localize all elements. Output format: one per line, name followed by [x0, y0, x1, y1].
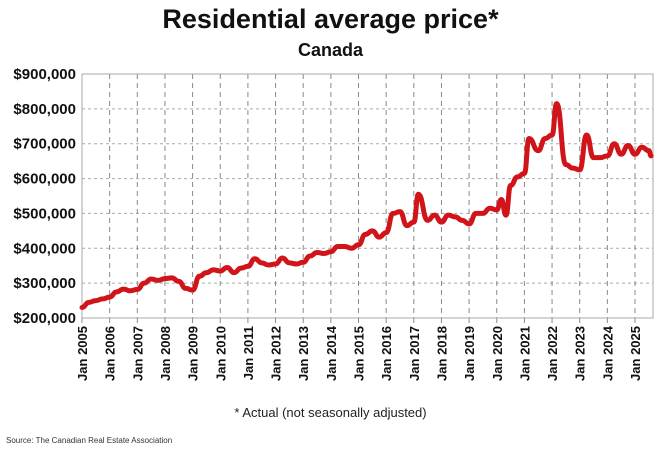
series-line	[79, 101, 654, 311]
x-tick-label: Jan 2011	[241, 326, 256, 380]
y-tick-label: $400,000	[13, 240, 76, 257]
x-tick-label: Jan 2012	[269, 326, 284, 381]
x-tick-label: Jan 2008	[158, 326, 173, 381]
plot-border	[81, 73, 654, 319]
x-tick-label: Jan 2009	[186, 326, 201, 381]
chart-title: Residential average price*	[162, 4, 499, 34]
x-tick-label: Jan 2021	[517, 326, 532, 381]
x-tick-label: Jan 2020	[490, 326, 505, 381]
x-tick-label: Jan 2010	[213, 326, 228, 381]
x-tick-label: Jan 2023	[573, 326, 588, 381]
footnote: * Actual (not seasonally adjusted)	[234, 405, 427, 420]
y-tick-label: $300,000	[13, 275, 76, 292]
source-note: Source: The Canadian Real Estate Associa…	[6, 436, 173, 445]
x-tick-label: Jan 2022	[545, 326, 560, 381]
x-tick-label: Jan 2025	[628, 326, 643, 381]
y-tick-label: $800,000	[13, 101, 76, 118]
x-tick-label: Jan 2019	[462, 326, 477, 381]
y-tick-label: $600,000	[13, 171, 76, 188]
x-tick-label: Jan 2015	[352, 326, 367, 381]
y-tick-label: $900,000	[13, 66, 76, 83]
x-tick-label: Jan 2014	[324, 325, 339, 381]
x-tick-label: Jan 2018	[434, 326, 449, 381]
x-tick-label: Jan 2005	[75, 326, 90, 381]
y-tick-label: $700,000	[13, 136, 76, 153]
x-tick-label: Jan 2016	[379, 326, 394, 381]
chart-subtitle: Canada	[297, 40, 364, 60]
x-tick-label: Jan 2024	[600, 325, 615, 381]
y-tick-label: $200,000	[13, 310, 76, 327]
x-tick-label: Jan 2006	[103, 326, 118, 381]
x-tick-label: Jan 2007	[130, 326, 145, 381]
x-tick-label: Jan 2017	[407, 326, 422, 381]
x-tick-label: Jan 2013	[296, 326, 311, 381]
y-tick-label: $500,000	[13, 205, 76, 222]
